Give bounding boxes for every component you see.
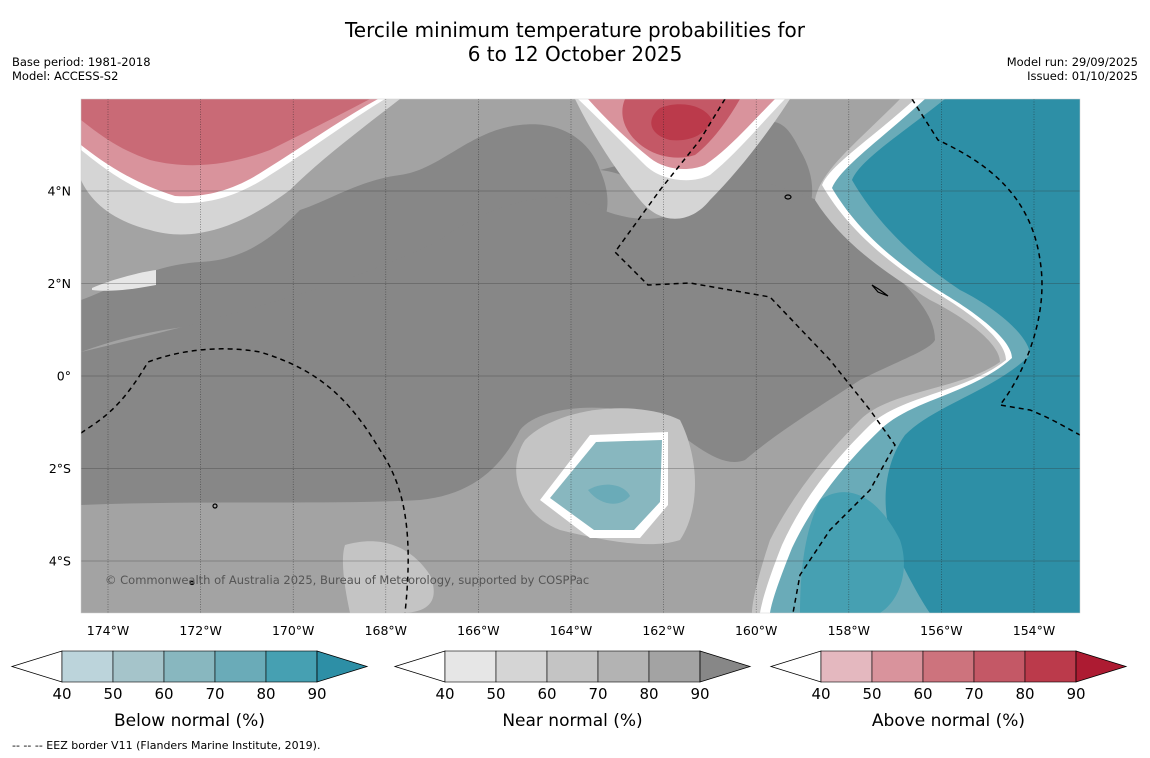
legend-swatch [444,650,497,683]
lon-tick-label: 154°W [1013,623,1055,638]
eez-footnote: -- -- -- EEZ border V11 (Flanders Marine… [12,739,321,752]
legend-tick-label: 50 [486,685,505,703]
title-line-1: Tercile minimum temperature probabilitie… [344,18,806,42]
below-normal-east-core [852,99,1080,613]
legend-swatch [61,650,114,683]
legend-arrow-low [769,650,822,683]
legend-tick-label: 50 [103,685,122,703]
lon-tick-label: 174°W [87,623,129,638]
legend-tick-label: 40 [52,685,71,703]
copyright-notice: © Commonwealth of Australia 2025, Bureau… [105,573,589,587]
legend-tick-label: 50 [862,685,881,703]
lon-tick-label: 164°W [550,623,592,638]
lat-tick-label: 2°S [49,461,71,476]
legend-tick-label: 80 [639,685,658,703]
legend-tick-label: 40 [435,685,454,703]
legend-title: Below normal (%) [114,711,265,731]
legend-arrow-high [699,650,752,683]
lon-tick-label: 158°W [828,623,870,638]
legends: 40 50 60 70 80 90 Below normal (%) 40 50 60 70 80 90… [10,650,1128,731]
issued-date: Issued: 01/10/2025 [1027,69,1138,83]
legend-swatch [214,650,267,683]
legend-swatch [1024,650,1077,683]
legend-arrow-low [10,650,63,683]
legend-swatch [871,650,924,683]
legend-swatch [112,650,165,683]
legend-tick-label: 70 [964,685,983,703]
legend-swatch [546,650,599,683]
legend-tick-label: 90 [690,685,709,703]
below-normal-central-core [588,484,630,504]
eez-border-east [911,99,1080,436]
legend-swatch [973,650,1026,683]
legend-1: 40 50 60 70 80 90 Below normal (%) [10,650,369,731]
eez-border-center [614,99,896,613]
legend-title: Above normal (%) [872,711,1025,731]
above-normal-topleft-core [81,99,370,166]
lat-tick-label: 2°N [47,276,71,291]
run-info: Model run: 29/09/2025 Issued: 01/10/2025 [1007,55,1138,83]
base-period: Base period: 1981-2018 [12,55,151,69]
lon-tick-label: 172°W [179,623,221,638]
near-normal-light-west [92,270,156,291]
legend-arrow-high [1075,650,1128,683]
legend-tick-label: 60 [913,685,932,703]
gridlines [81,99,1080,613]
legend-swatch [820,650,873,683]
lat-tick-label: 4°S [49,554,71,569]
plot-frame [80,98,1081,614]
island [784,194,792,200]
map-title: Tercile minimum temperature probabilitie… [0,18,1150,66]
model-run: Model run: 29/09/2025 [1006,55,1138,69]
legend-tick-label: 80 [256,685,275,703]
title-line-2: 6 to 12 October 2025 [467,42,683,66]
model-info: Base period: 1981-2018 Model: ACCESS-S2 [12,55,151,83]
lat-tick-label: 0° [57,369,71,384]
lon-tick-label: 170°W [272,623,314,638]
lon-tick-label: 156°W [920,623,962,638]
lon-tick-label: 168°W [365,623,407,638]
legend-swatch [922,650,975,683]
legend-tick-label: 80 [1015,685,1034,703]
near-normal-90-main [81,180,935,505]
above-normal-top-peak [651,104,712,141]
legend-swatch [265,650,318,683]
island [189,580,195,586]
eez-borders [81,99,1080,613]
legend-3: 40 50 60 70 80 90 Above normal (%) [769,650,1128,731]
legend-arrow-low [393,650,446,683]
legend-tick-label: 70 [205,685,224,703]
lon-tick-label: 162°W [642,623,684,638]
latitude-labels: 4°N 2°N 0° 2°S 4°S [47,184,71,569]
legend-title: Near normal (%) [502,711,642,731]
eez-border-west [81,348,409,613]
longitude-labels: 174°W 172°W 170°W 168°W 166°W 164°W 162°W 160°W… [87,623,1055,638]
legend-2: 40 50 60 70 80 90 Near normal (%) [393,650,752,731]
below-normal-east-south [800,492,904,613]
legend-tick-label: 60 [537,685,556,703]
legend-tick-label: 90 [307,685,326,703]
lon-tick-label: 160°W [735,623,777,638]
legend-tick-label: 40 [811,685,830,703]
lat-tick-label: 4°N [47,184,71,199]
legend-tick-label: 60 [154,685,173,703]
legend-swatch [163,650,216,683]
island [871,284,889,297]
legend-tick-label: 70 [588,685,607,703]
legend-swatch [648,650,701,683]
islands [189,194,889,586]
legend-arrow-high [316,650,369,683]
legend-tick-label: 90 [1066,685,1085,703]
probability-field [81,99,1080,613]
near-normal-light-south [342,541,434,613]
lon-tick-label: 166°W [457,623,499,638]
island [212,503,218,509]
legend-swatch [495,650,548,683]
legend-swatch [597,650,650,683]
model-name: Model: ACCESS-S2 [12,69,119,83]
